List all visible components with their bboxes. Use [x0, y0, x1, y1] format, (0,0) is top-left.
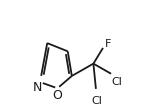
Text: O: O — [53, 89, 62, 102]
Text: N: N — [32, 81, 42, 94]
Text: Cl: Cl — [91, 96, 102, 106]
Text: Cl: Cl — [112, 77, 122, 87]
Text: F: F — [105, 39, 111, 49]
